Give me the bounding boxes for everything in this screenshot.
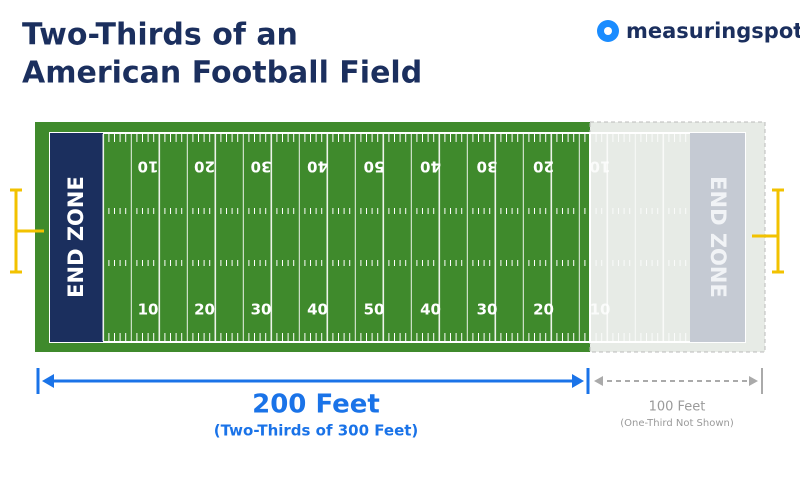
logo: measuringspot (597, 19, 800, 43)
yard-number: 40 (307, 158, 328, 176)
yard-number: 20 (194, 158, 215, 176)
goalpost-right (752, 188, 784, 274)
dimension-hidden (594, 368, 763, 394)
yard-number: 20 (194, 301, 215, 319)
yard-number: 30 (251, 301, 272, 319)
goalpost-left (10, 188, 44, 274)
yard-number: 20 (533, 158, 554, 176)
yard-number: 30 (477, 301, 498, 319)
end-zone-label: END ZONE (706, 176, 730, 298)
title-line: Two-Thirds of an (22, 18, 298, 53)
yard-number: 10 (138, 301, 159, 319)
yard-number: 20 (533, 301, 554, 319)
title-line: American Football Field (22, 56, 422, 91)
yard-number: 40 (420, 301, 441, 319)
yard-numbers: 10 20 30 40 50 40 30 20 10 10 20 30 40 50 40 30 20 10 (138, 158, 611, 319)
field-grass (35, 122, 592, 352)
yard-number: 10 (590, 158, 611, 176)
yard-number: 40 (420, 158, 441, 176)
brand: measuringspot (626, 19, 800, 43)
yard-lines (102, 134, 687, 341)
goalpost (10, 188, 44, 274)
hidden-label: 100 Feet (649, 400, 706, 415)
hidden-note: (One-Third Not Shown) (620, 418, 734, 429)
yard-number: 40 (307, 301, 328, 319)
logo-icon-dot (604, 27, 612, 35)
shown-note: (Two-Thirds of 300 Feet) (214, 422, 419, 440)
dimension-shown (36, 368, 590, 394)
yard-number: 50 (364, 158, 385, 176)
yard-number: 30 (251, 158, 272, 176)
end-zone-right (690, 133, 745, 342)
yard-number: 50 (364, 301, 385, 319)
yard-number: 10 (590, 301, 611, 319)
yard-number: 30 (477, 158, 498, 176)
yard-number: 10 (138, 158, 159, 176)
end-zone-label: END ZONE (64, 176, 88, 298)
goalpost (752, 188, 784, 274)
shown-label: 200 Feet (252, 390, 380, 420)
end-zone-left (50, 133, 103, 342)
